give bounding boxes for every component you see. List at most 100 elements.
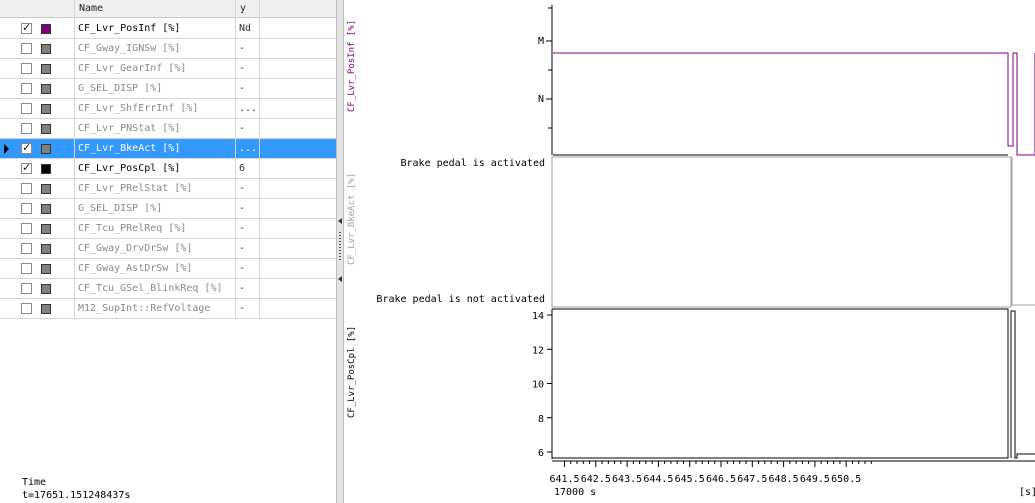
x-axis-tick-label: 643.5: [612, 474, 642, 485]
signal-name: CF_Tcu_GSel_BlinkReq [%]: [78, 283, 223, 294]
column-header-name[interactable]: Name: [74, 0, 235, 18]
signal-color-swatch[interactable]: [41, 284, 51, 294]
signal-row[interactable]: CF_Lvr_BkeAct [%]...: [0, 139, 336, 159]
plot-3-signal-line[interactable]: [1010, 310, 1035, 459]
signal-color-swatch[interactable]: [41, 84, 51, 94]
signal-y-value: -: [239, 203, 246, 214]
signal-y-value: -: [239, 63, 246, 74]
plot-3-tick-label: 8: [538, 414, 544, 425]
signal-name: G_SEL_DISP [%]: [78, 203, 163, 214]
signal-color-swatch[interactable]: [41, 164, 51, 174]
collapse-left-icon[interactable]: [338, 218, 342, 224]
collapse-left-icon-2[interactable]: [338, 276, 342, 282]
signal-visible-checkbox[interactable]: [21, 21, 32, 34]
plot-3-frame: [552, 308, 1009, 459]
signal-y-value: -: [239, 123, 246, 134]
signal-color-swatch[interactable]: [41, 204, 51, 214]
signal-row[interactable]: M12_SupInt::RefVoltage -: [0, 299, 336, 319]
signal-row[interactable]: CF_Lvr_PRelStat [%] -: [0, 179, 336, 199]
x-axis-tick-label: 646.5: [706, 474, 736, 485]
signal-visible-checkbox[interactable]: [21, 123, 32, 134]
signal-color-swatch[interactable]: [41, 144, 51, 154]
signal-row[interactable]: CF_Lvr_PNStat [%] -: [0, 119, 336, 139]
signal-row[interactable]: CF_Tcu_PRelReq [%] -: [0, 219, 336, 239]
signal-row[interactable]: CF_Lvr_ShfErrInf [%]...: [0, 99, 336, 119]
signal-name: CF_Lvr_PRelStat [%]: [78, 183, 193, 194]
signal-y-value: -: [239, 223, 246, 234]
plot-2-frame: [551, 156, 1012, 308]
signal-y-value: 6: [239, 163, 246, 174]
signal-visible-checkbox[interactable]: [21, 243, 32, 254]
signal-row[interactable]: CF_Lvr_PosInf [%] Nd: [0, 19, 336, 39]
signal-y-value: ...: [239, 143, 258, 154]
signal-color-swatch[interactable]: [41, 24, 51, 34]
signal-y-value: -: [239, 303, 246, 314]
signal-color-swatch[interactable]: [41, 264, 51, 274]
signal-color-swatch[interactable]: [41, 224, 51, 234]
signal-panel: Name y CF_Lvr_PosInf [%] Nd CF_Gway_IGNSw …: [0, 0, 336, 503]
signal-color-swatch[interactable]: [41, 104, 51, 114]
cursor-time-value: t=17651.151248437s: [22, 490, 131, 501]
signal-visible-checkbox[interactable]: [21, 161, 32, 174]
signal-row[interactable]: CF_Gway_IGNSw [%] -: [0, 39, 336, 59]
signal-visible-checkbox[interactable]: [21, 263, 32, 274]
plot-2-state-upper: Brake pedal is activated: [401, 158, 546, 169]
signal-color-swatch[interactable]: [41, 44, 51, 54]
column-header-y[interactable]: y: [235, 0, 259, 18]
signal-name: CF_Gway_AstDrSw [%]: [78, 263, 193, 274]
x-axis-tick-label: 642.5: [581, 474, 611, 485]
signal-name: CF_Lvr_ShfErrInf [%]: [78, 103, 199, 114]
signal-visible-checkbox[interactable]: [21, 183, 32, 194]
signal-visible-checkbox[interactable]: [21, 43, 32, 54]
signal-visible-checkbox[interactable]: [21, 203, 32, 214]
signal-name: CF_Lvr_BkeAct [%]: [78, 143, 181, 154]
signal-color-swatch[interactable]: [41, 64, 51, 74]
plot-3-tick-label: 14: [532, 311, 544, 322]
signal-visible-checkbox[interactable]: [21, 283, 32, 294]
signal-visible-checkbox[interactable]: [21, 303, 32, 314]
signal-y-value: -: [239, 243, 246, 254]
column-divider: [74, 0, 75, 319]
signal-y-value: ...: [239, 103, 258, 114]
plot-1-signal-line[interactable]: [553, 52, 1035, 156]
plot-2-signal-line[interactable]: [1011, 157, 1035, 306]
signal-row[interactable]: CF_Gway_DrvDrSw [%] -: [0, 239, 336, 259]
signal-visible-checkbox[interactable]: [21, 103, 32, 114]
plot-2-state-lower: Brake pedal is not activated: [376, 294, 545, 305]
signal-row[interactable]: CF_Lvr_GearInf [%] -: [0, 59, 336, 79]
signal-name: CF_Lvr_PosCpl [%]: [78, 163, 181, 174]
x-axis: 641.5 642.5 643.5 644.5 645.5 646.5 647.5 648.5…: [549, 460, 1035, 498]
signal-visible-checkbox[interactable]: [21, 141, 32, 154]
column-header-name-label: Name: [79, 3, 104, 14]
signal-row[interactable]: CF_Lvr_PosCpl [%] 6: [0, 159, 336, 179]
plot-3-tick-label: 12: [532, 345, 544, 356]
signal-visible-checkbox[interactable]: [21, 83, 32, 94]
signal-name: M12_SupInt::RefVoltage: [78, 303, 211, 314]
signal-row[interactable]: CF_Gway_AstDrSw [%] -: [0, 259, 336, 279]
signal-row[interactable]: CF_Tcu_GSel_BlinkReq [%] -: [0, 279, 336, 299]
panel-splitter[interactable]: [336, 0, 344, 503]
signal-color-swatch[interactable]: [41, 124, 51, 134]
signal-name: CF_Tcu_PRelReq [%]: [78, 223, 187, 234]
plot-3-tick-label: 10: [532, 380, 544, 391]
plot-3: CF_Lvr_PosCpl [%] 14 12 10 8 6: [347, 308, 1035, 459]
column-divider: [259, 0, 260, 319]
x-axis-offset: 17000 s: [554, 487, 596, 498]
signal-row[interactable]: G_SEL_DISP [%] -: [0, 79, 336, 99]
signal-color-swatch[interactable]: [41, 184, 51, 194]
signal-color-swatch[interactable]: [41, 244, 51, 254]
signal-color-swatch[interactable]: [41, 304, 51, 314]
x-axis-tick-label: 645.5: [675, 474, 705, 485]
signal-visible-checkbox[interactable]: [21, 63, 32, 74]
plot-canvas: CF_Lvr_PosInf [%] M N CF_Lvr_BkeAct [%] …: [347, 5, 1035, 498]
signal-name: CF_Lvr_PNStat [%]: [78, 123, 181, 134]
grip-icon: [339, 232, 341, 262]
plot-3-ylabel: CF_Lvr_PosCpl [%]: [347, 326, 357, 418]
x-axis-tick-label: 641.5: [549, 474, 579, 485]
signal-y-value: -: [239, 83, 246, 94]
plot-3-tick-label: 6: [538, 448, 544, 459]
signal-name: CF_Gway_IGNSw [%]: [78, 43, 181, 54]
signal-visible-checkbox[interactable]: [21, 223, 32, 234]
signal-row[interactable]: G_SEL_DISP [%] -: [0, 199, 336, 219]
signal-y-value: -: [239, 283, 246, 294]
